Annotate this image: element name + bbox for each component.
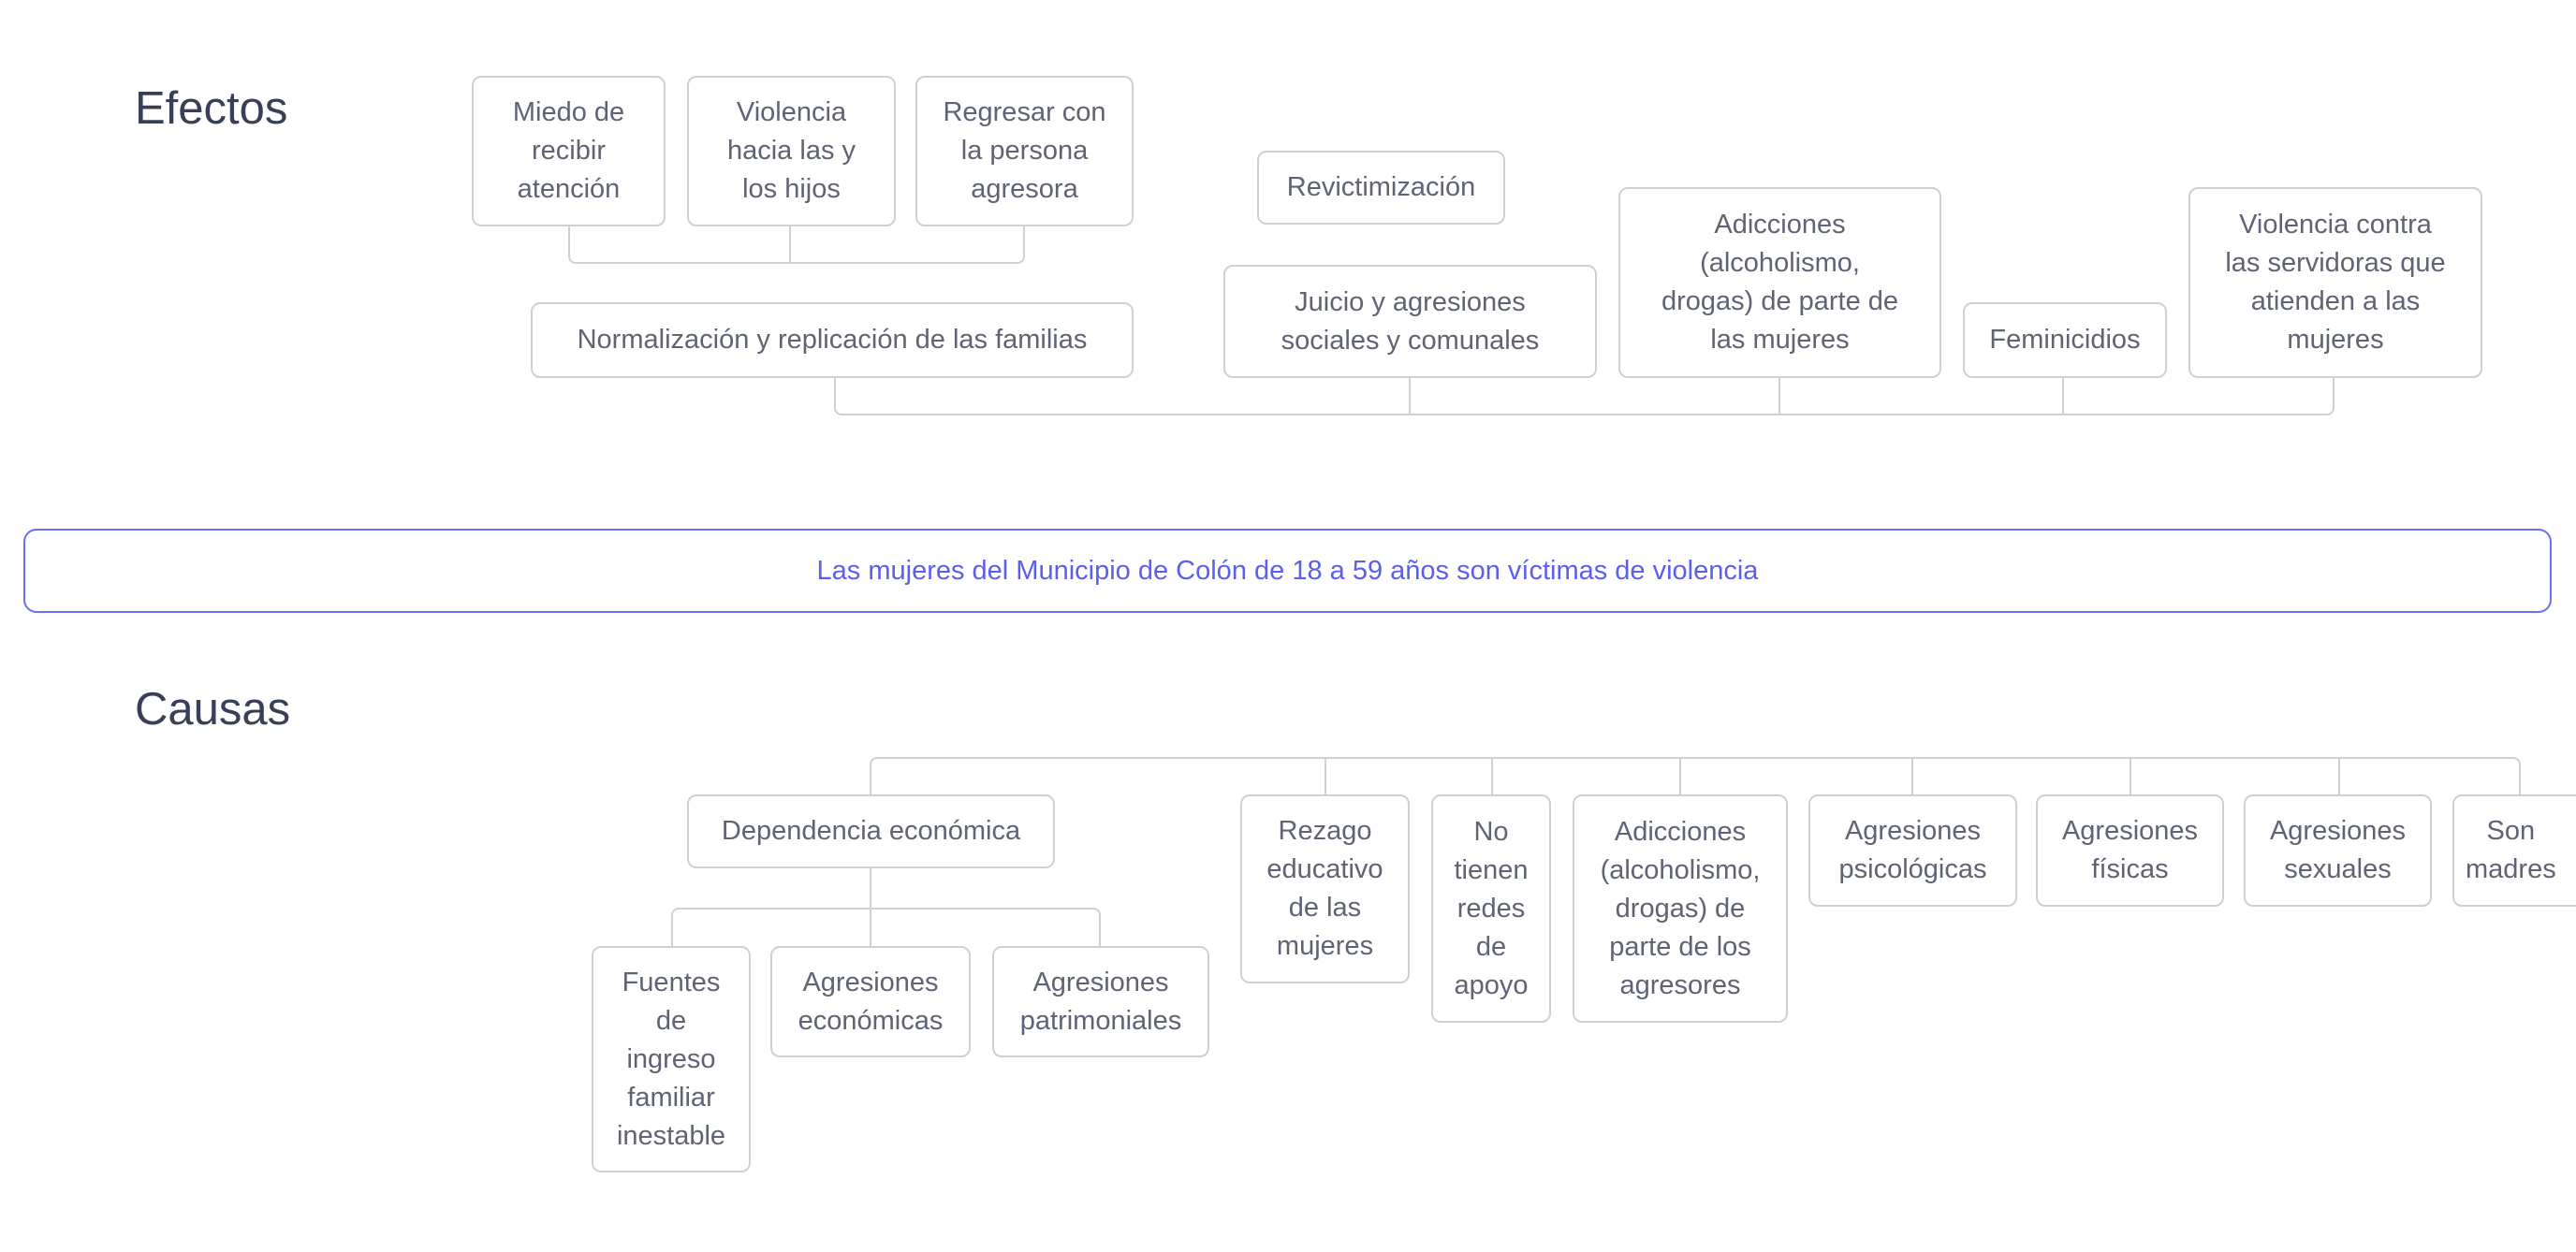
cause-node[interactable]: Agresiones patrimoniales <box>992 946 1209 1057</box>
cause-node[interactable]: Agresiones psicológicas <box>1808 794 2017 907</box>
cause-node[interactable]: Son madres <box>2452 794 2576 907</box>
connector <box>2130 757 2131 794</box>
connector <box>834 378 2334 415</box>
cause-node[interactable]: Agresiones físicas <box>2036 794 2224 907</box>
connector <box>1911 757 1913 794</box>
cause-node[interactable]: Dependencia económica <box>687 794 1055 868</box>
connector <box>870 868 871 946</box>
effect-node[interactable]: Miedo de recibir atención <box>472 76 666 226</box>
cause-node[interactable]: Agresiones sexuales <box>2244 794 2432 907</box>
effect-node[interactable]: Feminicidios <box>1963 302 2167 378</box>
central-problem-text: Las mujeres del Municipio de Colón de 18… <box>816 555 1759 586</box>
effect-node[interactable]: Adicciones (alcoholismo, drogas) de part… <box>1618 187 1941 378</box>
connector <box>870 757 2521 794</box>
effects-title: Efectos <box>135 83 288 134</box>
effect-node[interactable]: Normalización y replicación de las famil… <box>531 302 1134 378</box>
effect-node[interactable]: Violencia contra las servidoras que atie… <box>2188 187 2482 378</box>
cause-node[interactable]: Adicciones (alcoholismo, drogas) de part… <box>1573 794 1788 1023</box>
connector <box>568 226 1025 264</box>
cause-node[interactable]: Agresiones económicas <box>770 946 971 1057</box>
cause-node[interactable]: Fuentes de ingreso familiar inestable <box>592 946 751 1172</box>
connector <box>671 908 1101 946</box>
connector <box>1409 378 1411 414</box>
cause-node[interactable]: Rezago educativo de las mujeres <box>1240 794 1410 983</box>
connector <box>1325 757 1326 794</box>
connector <box>1778 378 1780 414</box>
connector <box>2062 378 2064 414</box>
cause-node[interactable]: No tienen redes de apoyo <box>1431 794 1551 1023</box>
connector <box>2338 757 2340 794</box>
connector <box>1679 757 1681 794</box>
connector <box>789 226 791 264</box>
causes-title: Causas <box>135 684 291 735</box>
effect-node[interactable]: Violencia hacia las y los hijos <box>687 76 896 226</box>
central-problem[interactable]: Las mujeres del Municipio de Colón de 18… <box>23 529 2552 613</box>
effect-node[interactable]: Juicio y agresiones sociales y comunales <box>1223 265 1597 378</box>
connector <box>1491 757 1493 794</box>
effect-node[interactable]: Regresar con la persona agresora <box>915 76 1134 226</box>
effect-node[interactable]: Revictimización <box>1257 151 1505 225</box>
